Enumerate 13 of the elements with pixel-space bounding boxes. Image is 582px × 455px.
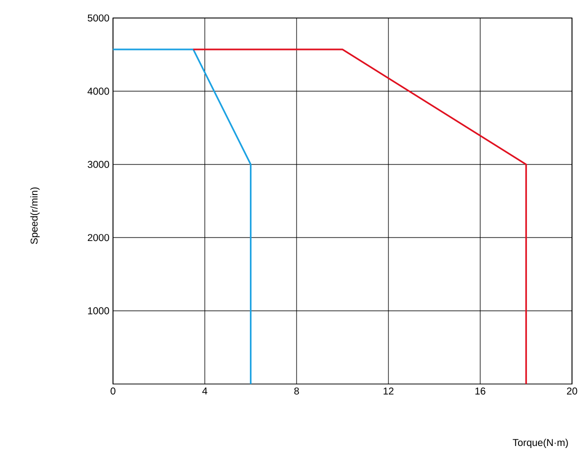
y-axis-title: Speed(r/min) <box>30 187 40 244</box>
x-tick-label: 4 <box>202 388 208 394</box>
x-axis-title: Torque(N·m) <box>512 438 568 448</box>
y-tick-label: 3000 <box>88 160 110 168</box>
y-tick-label: 2000 <box>88 234 110 242</box>
x-tick-label: 12 <box>384 388 394 394</box>
y-tick-label: 4000 <box>88 88 110 95</box>
y-tick-label: 5000 <box>88 14 110 22</box>
x-tick-label: 0 <box>110 388 116 395</box>
x-tick-label: 8 <box>294 388 299 395</box>
y-tick-label: 1000 <box>88 307 110 314</box>
x-tick-label: 16 <box>475 388 486 395</box>
x-tick-label: 20 <box>566 388 578 395</box>
